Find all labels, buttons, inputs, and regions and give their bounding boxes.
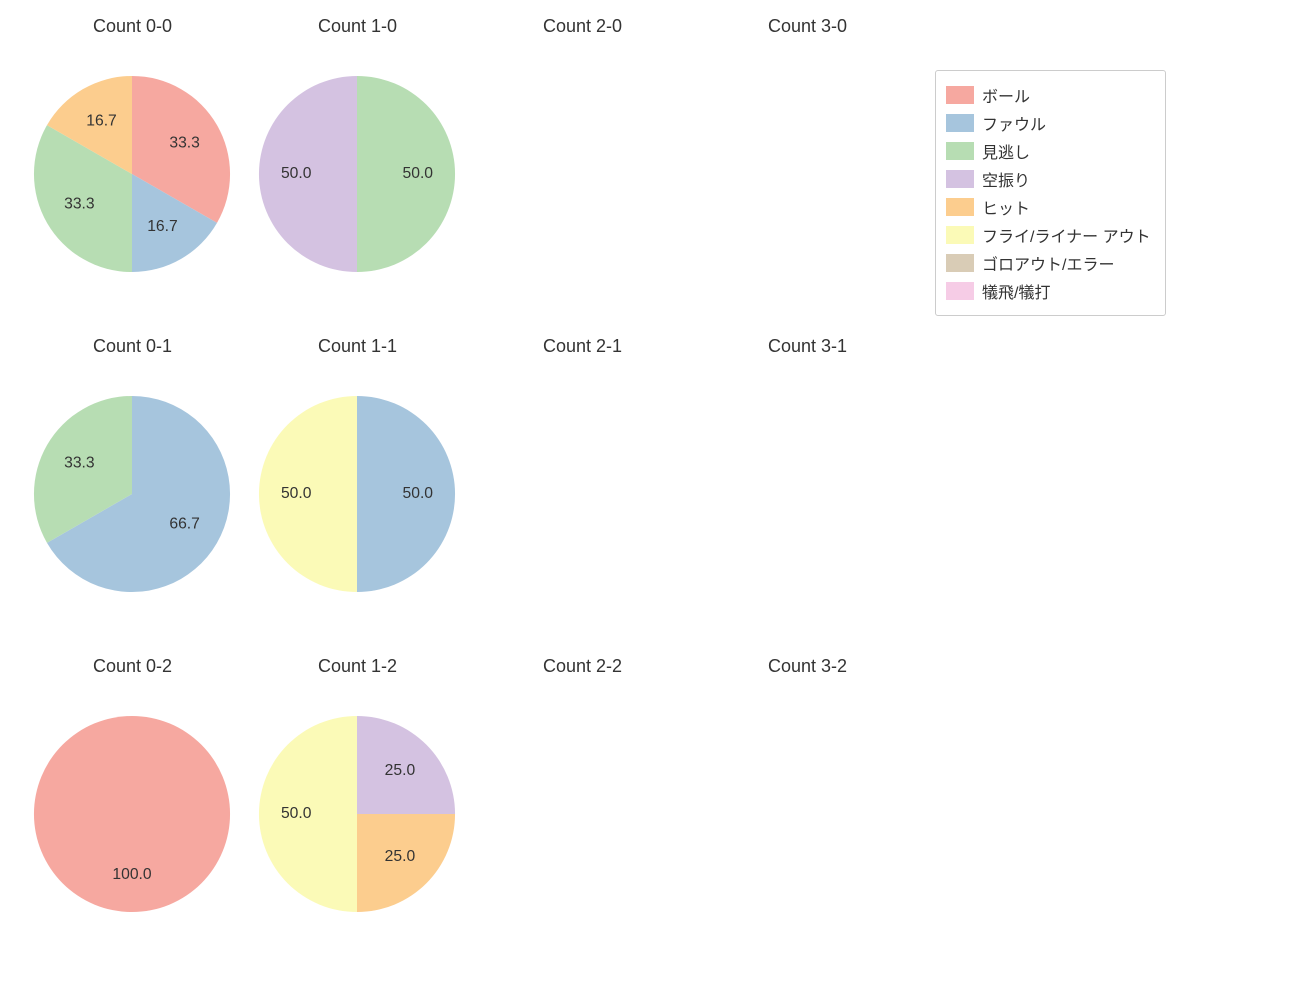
chart-title: Count 1-1 bbox=[245, 336, 470, 357]
slice-label-flyout: 50.0 bbox=[281, 485, 312, 502]
chart-cell-1-0: Count 0-1 66.7 33.3 bbox=[20, 330, 245, 650]
legend-label-swing: 空振り bbox=[982, 167, 1030, 191]
chart-cell-0-3: Count 3-0 bbox=[695, 10, 920, 330]
legend-item-ball: ボール bbox=[946, 81, 1151, 109]
legend-swatch-flyout bbox=[946, 226, 974, 244]
slice-label-ball: 33.3 bbox=[169, 135, 200, 152]
legend-box: ボールファウル見逃し空振りヒットフライ/ライナー アウトゴロアウト/エラー犠飛/… bbox=[935, 70, 1166, 316]
legend-item-groundout: ゴロアウト/エラー bbox=[946, 249, 1151, 277]
pie-grid: Count 0-033.316.733.316.7Count 1-050.050… bbox=[20, 10, 920, 970]
pie-wrap: 66.7 33.3 bbox=[32, 394, 232, 594]
legend-item-hit: ヒット bbox=[946, 193, 1151, 221]
legend-swatch-swing bbox=[946, 170, 974, 188]
chart-title: Count 1-2 bbox=[245, 656, 470, 677]
legend-item-flyout: フライ/ライナー アウト bbox=[946, 221, 1151, 249]
chart-cell-0-2: Count 2-0 bbox=[470, 10, 695, 330]
legend-label-look: 見逃し bbox=[982, 139, 1030, 163]
slice-label-look: 50.0 bbox=[403, 165, 434, 182]
legend-swatch-groundout bbox=[946, 254, 974, 272]
legend-label-hit: ヒット bbox=[982, 195, 1030, 219]
chart-title: Count 2-0 bbox=[470, 16, 695, 37]
chart-title: Count 2-2 bbox=[470, 656, 695, 677]
legend-swatch-look bbox=[946, 142, 974, 160]
chart-cell-2-0: Count 0-2 100.0 bbox=[20, 650, 245, 970]
pie-chart: 66.7 33.3 bbox=[32, 394, 232, 594]
pie-wrap: 25.0 25.0 50.0 bbox=[257, 714, 457, 914]
slice-label-swing: 25.0 bbox=[385, 762, 416, 779]
pie-chart: 50.0 50.0 bbox=[257, 394, 457, 594]
chart-cell-1-1: Count 1-1 50.0 50.0 bbox=[245, 330, 470, 650]
slice-label-foul: 50.0 bbox=[403, 485, 434, 502]
chart-cell-2-1: Count 1-2 25.0 25.0 50.0 bbox=[245, 650, 470, 970]
chart-cell-0-1: Count 1-0 50.0 50.0 bbox=[245, 10, 470, 330]
slice-label-look: 33.3 bbox=[64, 196, 95, 213]
legend-label-foul: ファウル bbox=[982, 111, 1046, 135]
legend-item-sac: 犠飛/犠打 bbox=[946, 277, 1151, 305]
pie-chart: 25.0 25.0 50.0 bbox=[257, 714, 457, 914]
pie-wrap: 50.0 50.0 bbox=[257, 394, 457, 594]
pie-wrap: 50.0 50.0 bbox=[257, 74, 457, 274]
legend-item-foul: ファウル bbox=[946, 109, 1151, 137]
chart-cell-0-0: Count 0-0 33.3 16.7 33.3 16.7 bbox=[20, 10, 245, 330]
chart-cell-1-2: Count 2-1 bbox=[470, 330, 695, 650]
slice-label-foul: 16.7 bbox=[147, 218, 178, 235]
legend-swatch-sac bbox=[946, 282, 974, 300]
chart-title: Count 3-0 bbox=[695, 16, 920, 37]
slice-label-hit: 25.0 bbox=[385, 848, 416, 865]
slice-label-ball: 100.0 bbox=[112, 866, 152, 883]
pie-wrap: 33.3 16.7 33.3 16.7 bbox=[32, 74, 232, 274]
legend-item-swing: 空振り bbox=[946, 165, 1151, 193]
slice-label-flyout: 50.0 bbox=[281, 805, 312, 822]
legend-swatch-ball bbox=[946, 86, 974, 104]
legend-label-sac: 犠飛/犠打 bbox=[982, 279, 1050, 303]
chart-title: Count 3-2 bbox=[695, 656, 920, 677]
legend-label-flyout: フライ/ライナー アウト bbox=[982, 223, 1151, 247]
chart-title: Count 0-1 bbox=[20, 336, 245, 357]
slice-label-swing: 50.0 bbox=[281, 165, 312, 182]
pie-chart: 100.0 bbox=[32, 714, 232, 914]
figure-root: Count 0-033.316.733.316.7Count 1-050.050… bbox=[0, 0, 1300, 1000]
chart-title: Count 1-0 bbox=[245, 16, 470, 37]
chart-title: Count 2-1 bbox=[470, 336, 695, 357]
chart-cell-1-3: Count 3-1 bbox=[695, 330, 920, 650]
chart-cell-2-2: Count 2-2 bbox=[470, 650, 695, 970]
legend-label-groundout: ゴロアウト/エラー bbox=[982, 251, 1114, 275]
legend-label-ball: ボール bbox=[982, 83, 1030, 107]
chart-title: Count 0-2 bbox=[20, 656, 245, 677]
chart-title: Count 3-1 bbox=[695, 336, 920, 357]
slice-label-look: 33.3 bbox=[64, 455, 95, 472]
legend-item-look: 見逃し bbox=[946, 137, 1151, 165]
pie-chart: 33.3 16.7 33.3 16.7 bbox=[32, 74, 232, 274]
slice-label-hit: 16.7 bbox=[86, 112, 117, 129]
chart-title: Count 0-0 bbox=[20, 16, 245, 37]
legend-swatch-hit bbox=[946, 198, 974, 216]
chart-cell-2-3: Count 3-2 bbox=[695, 650, 920, 970]
pie-chart: 50.0 50.0 bbox=[257, 74, 457, 274]
pie-wrap: 100.0 bbox=[32, 714, 232, 914]
legend-swatch-foul bbox=[946, 114, 974, 132]
slice-label-foul: 66.7 bbox=[169, 516, 200, 533]
